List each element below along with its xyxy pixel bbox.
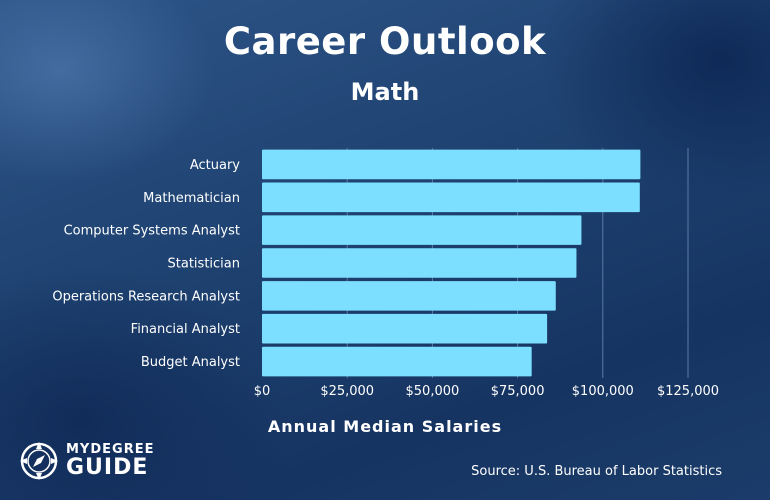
category-label: Operations Research Analyst	[52, 289, 240, 304]
category-label: Actuary	[190, 158, 240, 173]
logo-text-top: MYDEGREE	[66, 442, 155, 457]
bar-operations-research-analyst	[262, 281, 556, 311]
compass-logo-icon	[20, 442, 58, 480]
category-label: Statistician	[168, 257, 240, 272]
x-tick-label: $125,000	[657, 384, 719, 399]
x-tick-label: $75,000	[491, 384, 545, 399]
category-label: Financial Analyst	[131, 322, 240, 337]
category-label: Mathematician	[143, 191, 240, 206]
category-labels: Actuary Mathematician Computer Systems Ana…	[52, 158, 240, 370]
x-tick-label: $50,000	[406, 384, 460, 399]
bar-mathematician	[262, 182, 640, 213]
source-note: Source: U.S. Bureau of Labor Statistics	[471, 464, 722, 479]
bar-computer-systems-analyst	[262, 215, 582, 245]
x-tick-label: $0	[254, 384, 271, 399]
logo-text-bottom: GUIDE	[66, 455, 149, 480]
x-tick-label: $100,000	[572, 384, 634, 399]
mydegreeguide-logo: MYDEGREE GUIDE	[18, 438, 154, 484]
x-tick-labels: $0 $25,000 $50,000 $75,000 $100,000 $125,000	[254, 384, 719, 399]
bar-financial-analyst	[262, 313, 548, 344]
chart-subtitle: Math	[350, 78, 420, 106]
bar-budget-analyst	[262, 346, 532, 377]
category-label: Budget Analyst	[141, 355, 240, 370]
bar-statistician	[262, 248, 577, 278]
chart-title: Career Outlook	[223, 20, 547, 63]
bars	[262, 149, 641, 377]
x-axis-label: Annual Median Salaries	[267, 417, 503, 436]
x-tick-label: $25,000	[320, 384, 374, 399]
category-label: Computer Systems Analyst	[64, 224, 240, 239]
bar-actuary	[262, 149, 641, 180]
